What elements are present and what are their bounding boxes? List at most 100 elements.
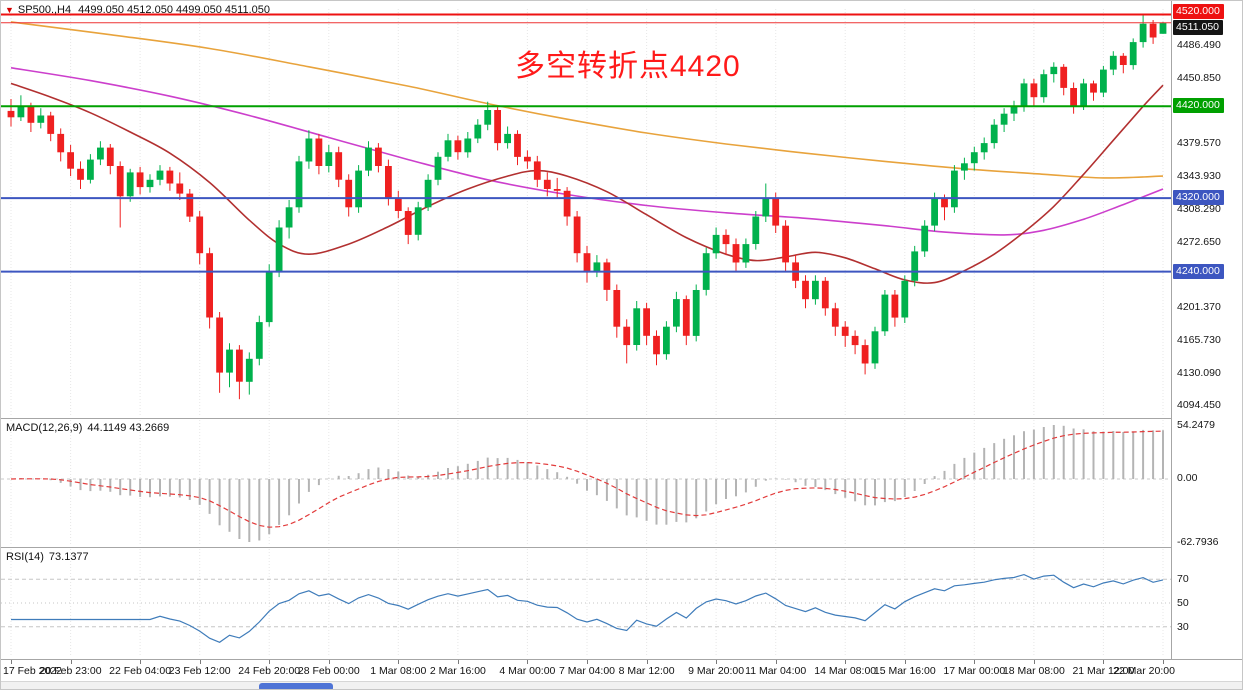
candle-body — [404, 211, 412, 235]
time-tick — [11, 660, 12, 664]
candle-body — [226, 349, 233, 373]
time-axis-label: 4 Mar 00:00 — [499, 665, 556, 677]
price-axis[interactable]: 4486.490 4450.850 4379.570 4343.930 4308.290… — [1172, 1, 1242, 659]
axis-scale-label: 4486.490 — [1177, 39, 1221, 52]
axis-scale-label: 4308.290 — [1177, 202, 1221, 215]
axis-scale-label: 4094.450 — [1177, 399, 1221, 412]
candle-body — [37, 115, 45, 123]
candle-body — [434, 156, 442, 180]
candle-body — [1040, 74, 1048, 98]
time-tick — [1103, 660, 1105, 664]
time-axis-label: 20 Feb 23:00 — [39, 665, 102, 677]
candle-body — [345, 179, 353, 208]
candle-body — [921, 225, 929, 252]
time-tick — [140, 660, 142, 664]
candle-body — [385, 166, 392, 199]
time-axis-label: 11 Mar 04:00 — [745, 665, 807, 677]
time-axis[interactable]: 17 Feb 2022 20 Feb 23:00 22 Feb 04:00 23 Fe… — [1, 660, 1242, 681]
rsi-panel-canvas[interactable] — [1, 548, 1171, 658]
candle-body — [106, 147, 114, 166]
price-down-arrow-icon: ▼ — [5, 5, 14, 15]
time-tick — [527, 660, 529, 664]
macd-values: 44.1149 43.2669 — [87, 422, 170, 434]
time-tick — [199, 660, 201, 664]
candle-body — [613, 290, 621, 327]
candlesticks — [7, 14, 1167, 400]
candle-body — [494, 110, 501, 144]
candle-body — [245, 358, 253, 382]
candle-body — [116, 166, 124, 197]
main-price-chart-canvas[interactable] — [1, 1, 1171, 418]
candle-body — [77, 168, 84, 180]
candle-body — [325, 152, 333, 166]
time-axis-label: 23 Feb 12:00 — [168, 665, 231, 677]
time-axis-label: 22 Mar 20:00 — [1113, 665, 1175, 677]
candle-body — [951, 170, 958, 208]
candle-body — [97, 147, 104, 160]
time-axis-label: 28 Feb 00:00 — [297, 665, 360, 677]
candle-body — [603, 262, 611, 290]
candle-body — [186, 193, 194, 217]
candle-body — [464, 138, 472, 153]
axis-scale-label: 30 — [1177, 620, 1189, 633]
macd-panel-canvas[interactable] — [1, 419, 1171, 546]
candle-body — [1119, 55, 1127, 65]
time-axis-label: 24 Feb 20:00 — [238, 665, 301, 677]
candle-body — [375, 147, 382, 166]
candle-body — [236, 349, 243, 382]
candle-body — [365, 147, 372, 171]
rsi-panel-separator[interactable] — [1, 547, 1242, 548]
candle-body — [831, 308, 839, 327]
candle-body — [355, 170, 362, 208]
candle-body — [961, 163, 968, 171]
candle-body — [1000, 113, 1008, 125]
time-axis-label: 14 Mar 08:00 — [814, 665, 877, 677]
scrollbar-thumb[interactable] — [259, 683, 333, 689]
candle-body — [126, 172, 134, 197]
candle-body — [772, 198, 780, 226]
candle-body — [861, 345, 869, 364]
candle-body — [1060, 66, 1068, 88]
candle-body — [533, 161, 541, 180]
axis-scale-label: 4272.650 — [1177, 235, 1221, 248]
candle-body — [762, 198, 770, 217]
candle-body — [583, 253, 591, 272]
candle-body — [394, 198, 402, 211]
rsi-line — [11, 573, 1164, 643]
candle-body — [673, 299, 680, 327]
candle-body — [970, 152, 978, 164]
horizontal-level-lines[interactable] — [1, 13, 1171, 273]
time-axis-label: 18 Mar 08:00 — [1002, 665, 1065, 677]
price-axis-separator — [1171, 1, 1172, 659]
candle-body — [1050, 66, 1058, 75]
ma-fast-darkred — [10, 82, 1164, 284]
candle-body — [593, 262, 601, 272]
candle-body — [136, 172, 144, 188]
candle-body — [47, 115, 55, 134]
horizontal-scrollbar[interactable] — [1, 681, 1242, 689]
axis-scale-label: 54.2479 — [1177, 419, 1215, 431]
candle-body — [881, 294, 889, 332]
price-badge: 4320.000 — [1173, 190, 1224, 206]
time-tick — [646, 660, 648, 664]
chart-title: ▼ SP500.,H4 4499.050 4512.050 4499.050 451… — [5, 4, 270, 16]
time-axis-label: 22 Feb 04:00 — [109, 665, 172, 677]
candle-body — [1090, 83, 1097, 93]
candle-body — [87, 159, 94, 180]
time-axis-label: 8 Mar 12:00 — [618, 665, 675, 677]
candle-body — [712, 234, 720, 254]
axis-scale-label: 4379.570 — [1177, 137, 1221, 150]
candle-body — [1129, 42, 1137, 66]
candle-body — [196, 216, 204, 254]
candle-body — [543, 179, 551, 189]
rsi-indicator-label: RSI(14) 73.1377 — [6, 551, 94, 563]
candle-body — [663, 326, 670, 355]
candle-body — [643, 308, 650, 336]
axis-scale-label: 50 — [1177, 597, 1189, 609]
candle-body — [305, 138, 313, 162]
candle-body — [980, 143, 988, 153]
candle-body — [206, 253, 213, 318]
macd-panel-separator[interactable] — [1, 418, 1242, 419]
annotation-text[interactable]: 多空转折点4420 — [515, 50, 741, 83]
